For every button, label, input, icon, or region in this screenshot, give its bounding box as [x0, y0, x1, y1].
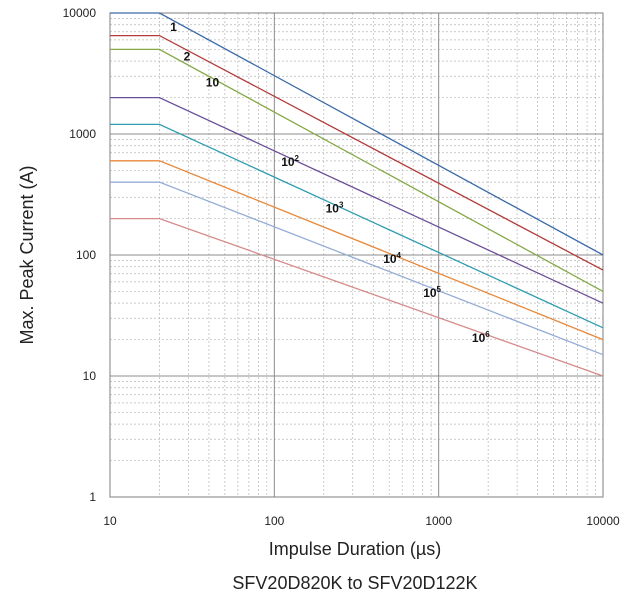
- series-line: [110, 12, 604, 256]
- series-labels: 1 2 10 102 103 104 105 106: [170, 20, 490, 345]
- series-label: 102: [281, 154, 299, 169]
- minor-gridlines: [110, 13, 603, 497]
- x-tick-label: 1000: [425, 514, 452, 528]
- y-tick-label: 1: [89, 490, 96, 504]
- y-axis-title: Max. Peak Current (A): [17, 165, 37, 344]
- major-gridlines: [110, 13, 603, 497]
- series-label: 103: [326, 201, 344, 216]
- series-line: [110, 160, 604, 341]
- series-line: [110, 123, 604, 329]
- series-label: 2: [184, 49, 191, 63]
- x-tick-label: 10000: [586, 514, 620, 528]
- series-label: 104: [383, 251, 401, 266]
- series-line: [110, 217, 604, 377]
- y-tick-label: 1000: [69, 127, 96, 141]
- y-tick-label: 10000: [63, 6, 97, 20]
- x-axis-title: Impulse Duration (µs): [269, 539, 441, 559]
- y-tick-label: 10: [83, 369, 97, 383]
- series-lines: [110, 12, 604, 377]
- series-line: [110, 96, 604, 304]
- chart-caption: SFV20D820K to SFV20D122K: [232, 573, 477, 593]
- x-tick-labels: 10 100 1000 10000: [103, 514, 620, 528]
- y-tick-labels: 1 10 100 1000 10000: [63, 6, 97, 504]
- series-line: [110, 181, 604, 356]
- series-label: 10: [206, 76, 220, 90]
- x-tick-label: 10: [103, 514, 117, 528]
- series-label: 105: [423, 285, 441, 300]
- series-line: [110, 48, 604, 292]
- series-line: [110, 34, 604, 271]
- series-label: 1: [170, 20, 177, 34]
- series-label: 106: [472, 330, 490, 345]
- x-tick-label: 100: [264, 514, 284, 528]
- y-tick-label: 100: [76, 248, 96, 262]
